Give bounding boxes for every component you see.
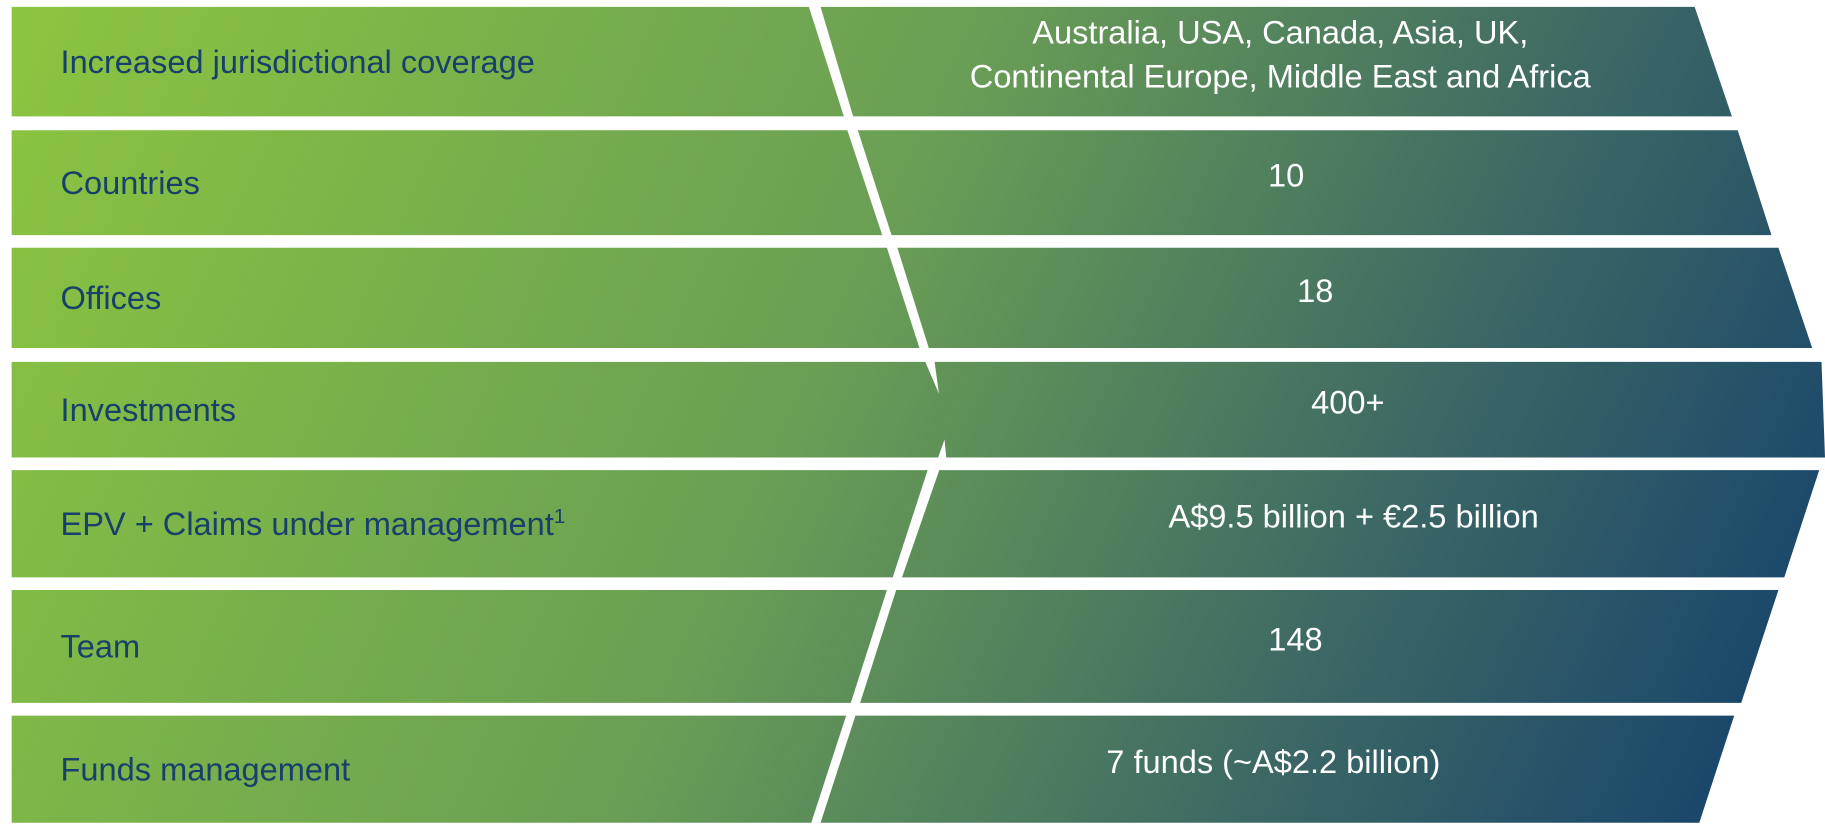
row: Countries 10 bbox=[11, 130, 1772, 236]
value-panel bbox=[897, 247, 1813, 349]
row-label: Investments bbox=[61, 392, 237, 428]
label-text: Countries bbox=[61, 165, 200, 201]
row-label: EPV + Claims under management1 bbox=[61, 504, 566, 541]
row-label: Team bbox=[61, 628, 141, 664]
row-value: 18 bbox=[1297, 273, 1333, 309]
label-text: Funds management bbox=[61, 751, 351, 787]
value-panel bbox=[820, 715, 1735, 823]
label-text: Increased jurisdictional coverage bbox=[61, 44, 535, 80]
footnote-mark: 1 bbox=[554, 504, 566, 527]
label-panel bbox=[11, 6, 844, 117]
row-value: 7 funds (~A$2.2 billion) bbox=[1106, 744, 1440, 780]
label-text: Offices bbox=[61, 280, 162, 316]
value-panel bbox=[934, 361, 1825, 458]
value-panel bbox=[857, 130, 1772, 236]
label-panel bbox=[11, 130, 883, 236]
row-label: Countries bbox=[61, 165, 200, 201]
label-panel bbox=[11, 361, 951, 458]
value-panel bbox=[820, 6, 1732, 117]
row: Investments 400+ bbox=[11, 361, 1825, 458]
row: EPV + Claims under management1 A$9.5 bill… bbox=[11, 470, 1820, 578]
row-value: 10 bbox=[1268, 158, 1304, 194]
row-value: Continental Europe, Middle East and Afri… bbox=[970, 59, 1592, 95]
value-panel bbox=[902, 470, 1820, 578]
row: Increased jurisdictional coverage Austral… bbox=[11, 6, 1732, 117]
row-label: Increased jurisdictional coverage bbox=[61, 44, 535, 80]
row-label: Funds management bbox=[61, 751, 351, 787]
row: Offices 18 bbox=[11, 247, 1813, 349]
row: Team 148 bbox=[11, 590, 1779, 703]
label-text: Team bbox=[61, 628, 141, 664]
label-panel bbox=[11, 715, 847, 823]
label-panel bbox=[11, 590, 887, 703]
label-text: EPV + Claims under management bbox=[61, 506, 554, 542]
row-value: Australia, USA, Canada, Asia, UK, bbox=[1032, 15, 1528, 51]
row-value: 148 bbox=[1268, 622, 1322, 658]
row-label: Offices bbox=[61, 280, 162, 316]
label-panel bbox=[11, 247, 920, 349]
value-panel bbox=[860, 590, 1779, 703]
row-value: A$9.5 billion + €2.5 billion bbox=[1168, 499, 1538, 535]
label-text: Investments bbox=[61, 392, 237, 428]
row-value: 400+ bbox=[1311, 385, 1384, 421]
row: Funds management 7 funds (~A$2.2 billion) bbox=[11, 715, 1735, 823]
label-panel bbox=[11, 470, 928, 578]
